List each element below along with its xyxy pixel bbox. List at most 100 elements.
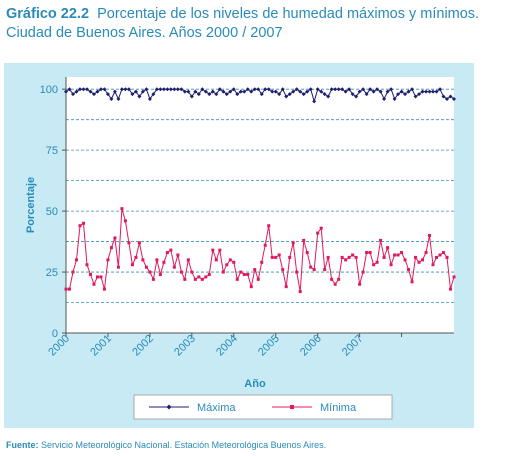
- data-point: [396, 253, 400, 257]
- data-point: [77, 87, 82, 92]
- data-point: [343, 89, 348, 94]
- data-point: [148, 270, 152, 274]
- data-point: [267, 224, 271, 228]
- data-point: [242, 272, 246, 276]
- data-point: [438, 87, 443, 92]
- data-point: [266, 87, 271, 92]
- data-point: [319, 226, 323, 230]
- y-tick-label: 50: [46, 206, 58, 218]
- data-point: [70, 92, 75, 97]
- data-point: [109, 246, 113, 250]
- data-point: [330, 277, 334, 281]
- data-point: [186, 89, 191, 94]
- data-point: [231, 87, 236, 92]
- data-point: [214, 258, 218, 262]
- data-point: [407, 268, 411, 272]
- data-point: [221, 89, 226, 94]
- data-point: [109, 96, 114, 101]
- data-point: [116, 96, 121, 101]
- plot-area: [66, 77, 454, 333]
- data-point: [270, 255, 274, 259]
- data-point: [130, 92, 135, 97]
- x-tick-label: 2002: [130, 333, 156, 359]
- data-point: [249, 285, 253, 289]
- data-point: [112, 89, 117, 94]
- data-point: [449, 287, 453, 291]
- data-point: [210, 89, 215, 94]
- data-point: [323, 268, 327, 272]
- legend-marker: [290, 405, 294, 409]
- data-point: [179, 87, 184, 92]
- data-point: [144, 265, 148, 269]
- data-point: [239, 270, 243, 274]
- data-point: [274, 255, 278, 259]
- data-point: [200, 87, 205, 92]
- data-point: [123, 219, 127, 223]
- data-point: [186, 258, 190, 262]
- data-point: [168, 87, 173, 92]
- data-point: [106, 258, 110, 262]
- x-tick-label: 2003: [172, 333, 198, 359]
- data-point: [442, 251, 446, 255]
- data-point: [102, 287, 106, 291]
- data-point: [175, 87, 180, 92]
- data-point: [382, 255, 386, 259]
- source-label: Fuente:: [6, 440, 39, 450]
- source-text: Servicio Meteorológico Nacional. Estació…: [41, 440, 327, 450]
- data-point: [386, 246, 390, 250]
- data-point: [179, 270, 183, 274]
- data-point: [253, 268, 257, 272]
- data-point: [347, 87, 352, 92]
- data-point: [221, 270, 225, 274]
- chart-svg: 0 25 50 75 100 2000 2001 2002 2003 2004 2005 2006 20…: [25, 77, 456, 420]
- data-point: [116, 265, 120, 269]
- data-point: [225, 263, 229, 267]
- data-point: [273, 89, 278, 94]
- data-point: [315, 87, 320, 92]
- data-point: [326, 255, 330, 259]
- data-point: [196, 92, 201, 97]
- data-point: [400, 251, 404, 255]
- data-point: [92, 282, 96, 286]
- data-point: [151, 277, 155, 281]
- data-point: [154, 87, 159, 92]
- data-point: [263, 87, 268, 92]
- data-point: [382, 96, 387, 101]
- data-point: [379, 238, 383, 242]
- data-point: [424, 89, 429, 94]
- data-point: [123, 87, 128, 92]
- data-point: [172, 87, 177, 92]
- data-point: [165, 251, 169, 255]
- data-point: [336, 87, 341, 92]
- data-point: [406, 89, 411, 94]
- legend-label: Máxima: [197, 402, 236, 414]
- data-point: [81, 221, 85, 225]
- data-point: [235, 92, 240, 97]
- data-point: [368, 251, 372, 255]
- data-point: [347, 255, 351, 259]
- data-point: [249, 89, 254, 94]
- data-point: [259, 92, 264, 97]
- data-point: [351, 253, 355, 257]
- data-point: [120, 207, 124, 211]
- data-point: [95, 89, 100, 94]
- data-point: [316, 231, 320, 235]
- x-axis-title: Año: [244, 378, 266, 390]
- data-point: [424, 251, 428, 255]
- data-point: [245, 87, 250, 92]
- chart-panel: 0 25 50 75 100 2000 2001 2002 2003 2004 2005 2006 20…: [4, 63, 474, 428]
- data-point: [344, 258, 348, 262]
- data-point: [74, 258, 78, 262]
- legend-marker: [166, 404, 172, 410]
- data-point: [305, 89, 310, 94]
- chart-title-line: Gráfico 22.2 Porcentaje de los niveles d…: [6, 5, 479, 24]
- data-point: [203, 89, 208, 94]
- data-point: [309, 265, 313, 269]
- data-point: [277, 92, 282, 97]
- data-point: [204, 275, 208, 279]
- data-point: [214, 92, 219, 97]
- data-point: [337, 277, 341, 281]
- data-point: [403, 258, 407, 262]
- data-point: [434, 89, 439, 94]
- data-point: [217, 87, 222, 92]
